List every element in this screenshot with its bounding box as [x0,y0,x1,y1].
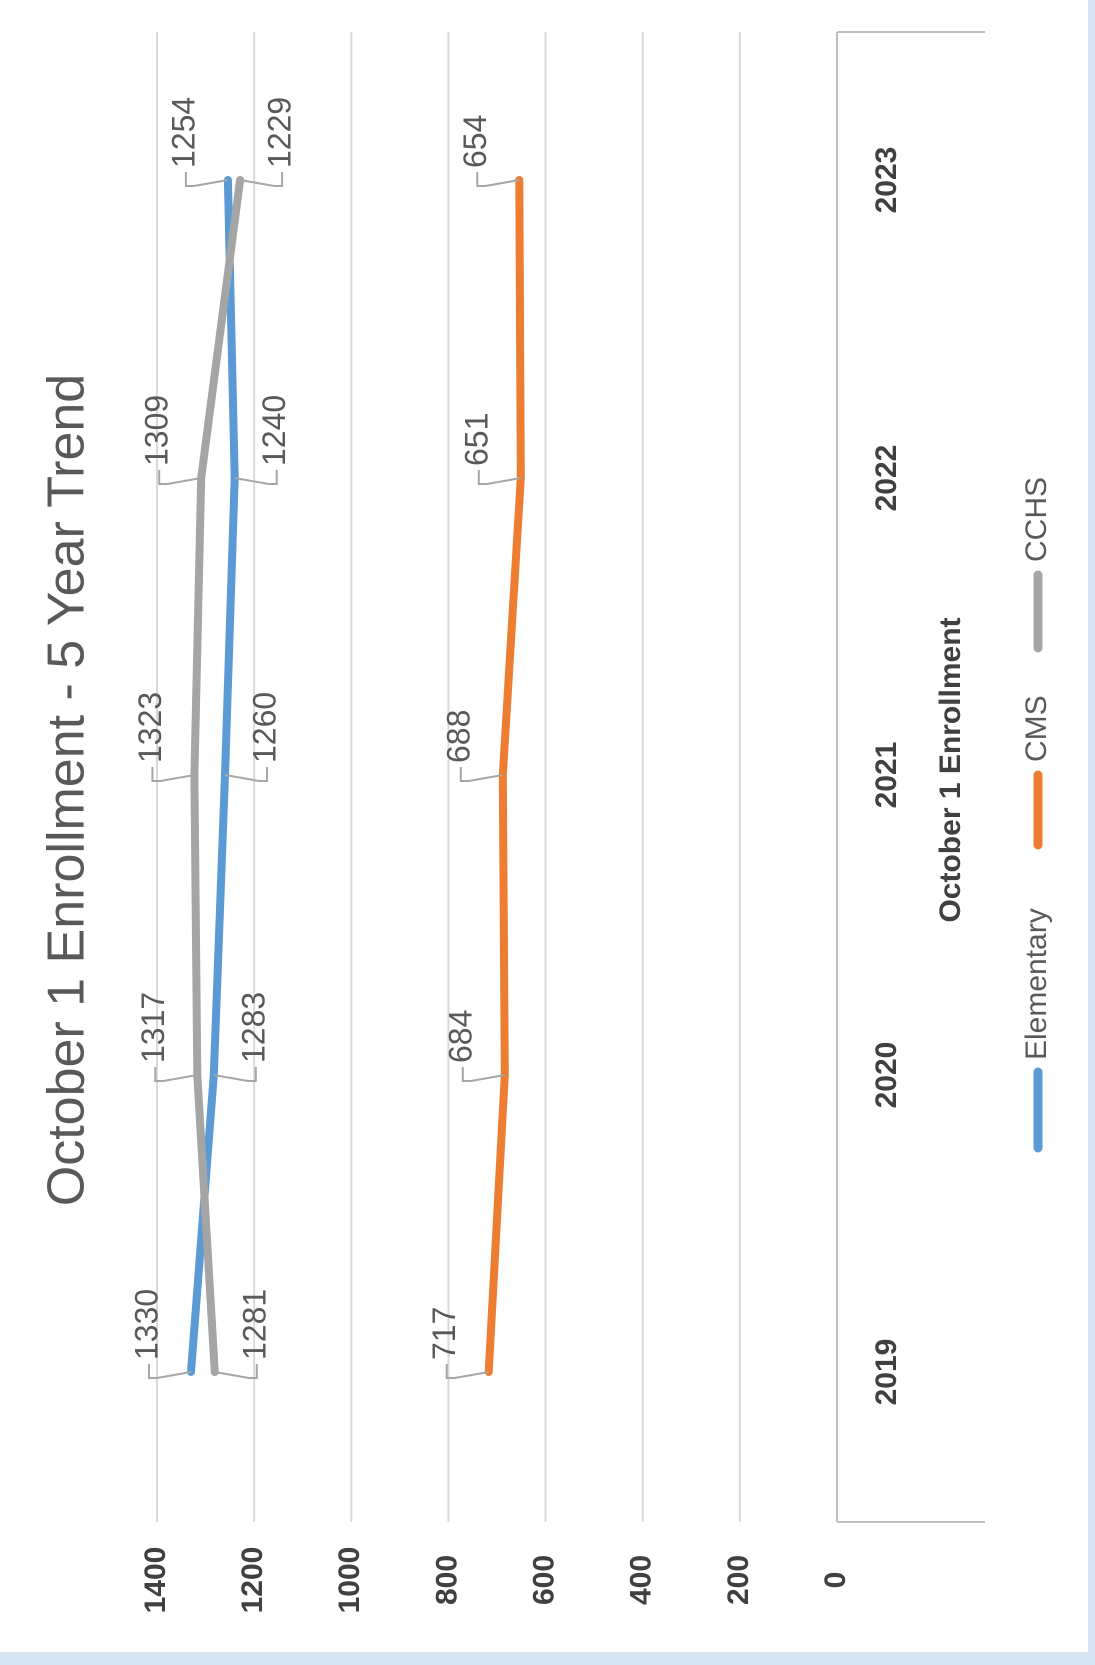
data-label-leader [214,1364,258,1379]
category-label: 2023 [870,147,903,214]
category-labels: 2019 2020 2021 2022 2023 [870,147,903,1406]
legend-label-cms: CMS [1020,695,1053,762]
legend-label-cchs: CCHS [1020,477,1053,562]
data-label: 1317 [135,992,171,1063]
legend: Elementary CMS CCHS [1020,477,1053,1153]
y-tick-label: 1200 [236,1547,269,1614]
data-label: 654 [457,115,493,168]
data-label-leader [224,767,268,782]
data-label: 1229 [262,97,298,168]
category-label: 2020 [870,1042,903,1109]
data-label: 1323 [132,692,168,763]
data-label-leader [445,1364,489,1379]
y-tick-label: 600 [527,1555,560,1605]
y-tick-label: 1000 [333,1547,366,1614]
legend-label-elementary: Elementary [1020,908,1053,1060]
category-label: 2022 [870,445,903,512]
y-tick-label: 0 [819,1572,852,1589]
data-label-leader [151,767,195,782]
data-label-leader [476,172,520,187]
category-label: 2021 [870,742,903,809]
data-label-leader [234,470,278,485]
series-lines [187,176,525,1376]
data-label-leader [184,172,229,187]
data-label: 1330 [128,1289,164,1360]
x-axis-title: October 1 Enrollment [934,617,967,922]
data-label-leader [459,767,503,782]
data-label: 1281 [236,1289,272,1360]
data-label-leader [148,1364,192,1379]
y-tick-label: 400 [625,1555,658,1605]
y-tick-label: 200 [722,1555,755,1605]
data-label: 1240 [256,395,292,466]
y-tick-label: 800 [430,1555,463,1605]
y-tick-label: 1400 [139,1547,172,1614]
data-label: 1283 [235,992,271,1063]
data-labels: 1330 1281 717 1317 1283 684 1323 1260 688 1309 124… [128,97,494,1360]
data-label: 717 [426,1307,462,1360]
gridlines [156,32,741,1522]
y-tick-labels: 0 200 400 600 800 1000 1200 1400 [139,1547,852,1614]
data-label-leader [158,470,202,485]
data-label-leaders [148,172,521,1379]
category-label: 2019 [870,1339,903,1406]
data-label: 688 [440,710,476,763]
axis-lines [836,31,985,1523]
data-label: 1309 [139,395,175,466]
data-label: 684 [442,1010,478,1063]
data-label-leader [461,1067,505,1082]
data-label: 1254 [165,97,201,168]
data-label-leader [154,1067,198,1082]
data-label-leader [239,172,284,187]
chart-title: October 1 Enrollment - 5 Year Trend [38,374,96,1206]
data-label: 1260 [246,692,282,763]
data-label-leader [213,1067,257,1082]
data-label-leader [477,470,521,485]
data-label: 651 [458,413,494,466]
